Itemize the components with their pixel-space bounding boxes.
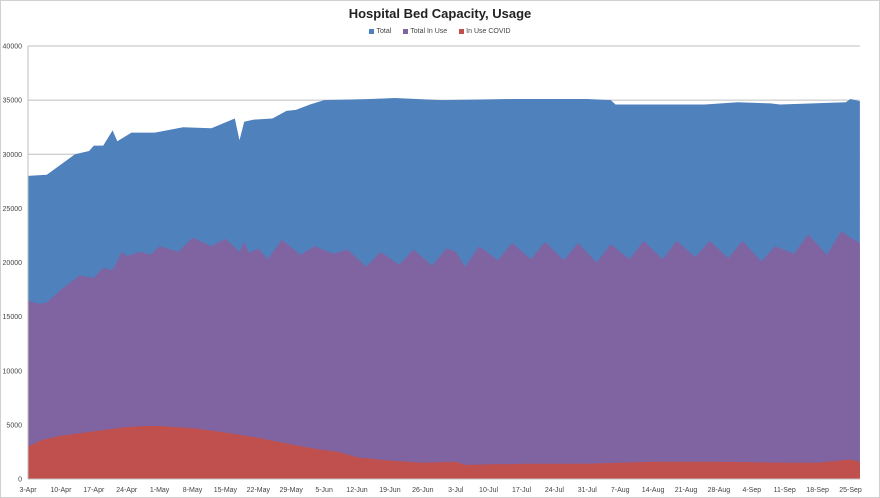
x-tick-label: 14-Aug <box>642 487 665 494</box>
x-tick-label: 28-Aug <box>708 487 731 494</box>
legend: Total Total In Use In Use COVID <box>0 28 880 35</box>
legend-label: Total In Use <box>410 28 448 35</box>
x-tick-label: 8-May <box>183 487 203 494</box>
x-tick-label: 10-Apr <box>50 487 72 494</box>
y-tick-label: 25000 <box>3 206 23 213</box>
x-tick-label: 3-Jul <box>448 487 464 494</box>
legend-label: Total <box>376 28 392 35</box>
x-tick-label: 19-Jun <box>379 487 401 494</box>
x-tick-label: 4-Sep <box>742 487 761 494</box>
x-tick-label: 18-Sep <box>806 487 829 494</box>
legend-swatch <box>459 28 465 34</box>
y-tick-label: 35000 <box>3 98 23 105</box>
x-tick-label: 10-Jul <box>479 487 499 494</box>
legend-swatch <box>369 28 375 34</box>
x-tick-label: 12-Jun <box>346 487 368 494</box>
y-tick-label: 20000 <box>3 260 23 267</box>
x-tick-label: 17-Apr <box>83 487 105 494</box>
x-tick-label: 29-May <box>280 487 304 494</box>
y-tick-label: 5000 <box>6 422 22 429</box>
legend-item-in-use-covid: In Use COVID <box>459 28 511 35</box>
x-tick-label: 21-Aug <box>675 487 698 494</box>
x-tick-label: 24-Jul <box>545 487 565 494</box>
y-tick-label: 10000 <box>3 368 23 375</box>
x-tick-label: 22-May <box>247 487 271 494</box>
x-tick-label: 31-Jul <box>578 487 598 494</box>
x-tick-label: 15-May <box>214 487 238 494</box>
y-tick-label: 30000 <box>3 152 23 159</box>
x-tick-label: 25-Sep <box>839 487 862 494</box>
legend-swatch <box>403 28 409 34</box>
x-tick-label: 24-Apr <box>116 487 138 494</box>
chart-title: Hospital Bed Capacity, Usage <box>348 6 532 21</box>
y-tick-label: 15000 <box>3 314 23 321</box>
x-tick-label: 17-Jul <box>512 487 532 494</box>
x-tick-label: 5-Jun <box>315 487 333 494</box>
legend-label: In Use COVID <box>466 28 511 35</box>
area-series-in-use-covid <box>28 426 860 479</box>
x-tick-label: 7-Aug <box>611 487 630 494</box>
legend-item-total-in-use: Total In Use <box>403 28 447 35</box>
area-series-total-in-use <box>28 231 860 479</box>
x-tick-label: 1-May <box>150 487 170 494</box>
x-tick-label: 11-Sep <box>774 487 796 494</box>
x-tick-label: 3-Apr <box>19 487 37 494</box>
y-tick-label: 40000 <box>3 44 23 51</box>
y-tick-label: 0 <box>18 477 22 484</box>
x-tick-label: 26-Jun <box>412 487 434 494</box>
legend-item-total: Total <box>369 28 391 35</box>
